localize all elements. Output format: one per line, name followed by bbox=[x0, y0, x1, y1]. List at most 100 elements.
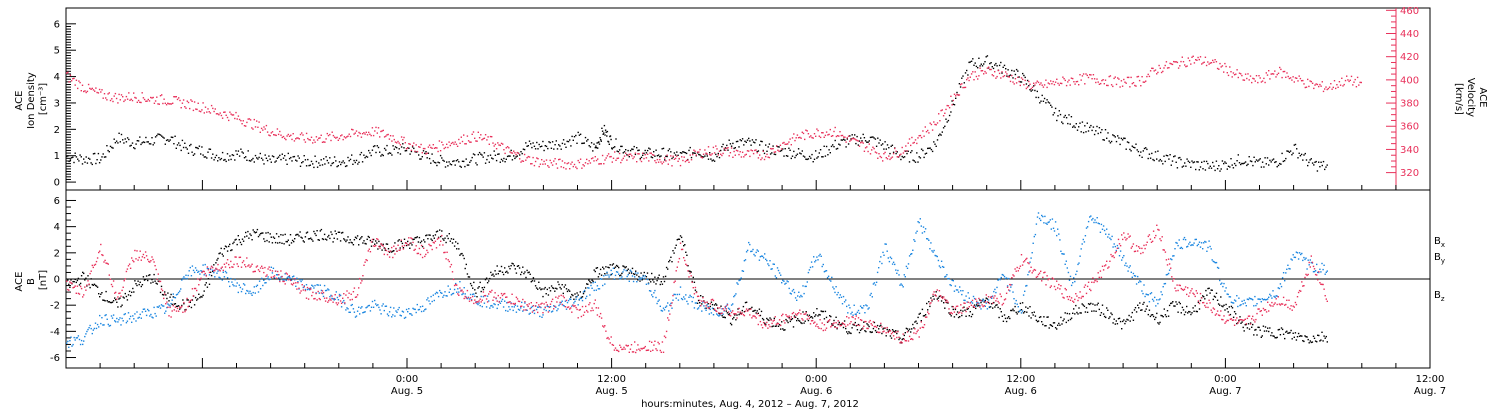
velocity-point bbox=[201, 109, 203, 111]
by-point bbox=[313, 287, 315, 289]
bx-point bbox=[307, 238, 310, 240]
density-point bbox=[215, 154, 218, 157]
by-point bbox=[369, 310, 372, 312]
bx-point bbox=[143, 279, 146, 281]
by-point bbox=[194, 267, 197, 269]
by-point bbox=[85, 333, 87, 335]
by-point bbox=[641, 277, 643, 279]
velocity-point bbox=[654, 160, 656, 162]
by-point bbox=[741, 270, 743, 272]
density-point bbox=[137, 140, 140, 142]
bx-point bbox=[234, 239, 236, 241]
bx-point bbox=[87, 275, 89, 277]
velocity-point bbox=[136, 101, 138, 103]
velocity-point bbox=[254, 126, 257, 128]
velocity-point bbox=[1360, 81, 1362, 84]
bx-point bbox=[131, 291, 133, 293]
bx-point bbox=[135, 283, 137, 285]
by-point bbox=[934, 254, 936, 257]
by-point bbox=[1223, 282, 1225, 285]
velocity-point bbox=[1152, 67, 1154, 70]
density-point bbox=[690, 156, 693, 159]
by-point bbox=[1085, 227, 1088, 229]
bx-point bbox=[1210, 289, 1212, 291]
by-point bbox=[154, 312, 156, 315]
by-point bbox=[972, 295, 975, 298]
by-point bbox=[136, 311, 138, 313]
bx-point bbox=[822, 310, 824, 313]
by-point bbox=[246, 289, 248, 292]
density-point bbox=[80, 156, 82, 158]
velocity-point bbox=[885, 157, 887, 159]
velocity-point bbox=[500, 142, 503, 145]
bx-point bbox=[840, 323, 843, 325]
field-tick-label: -6 bbox=[50, 353, 60, 364]
density-point bbox=[252, 157, 254, 160]
by-point bbox=[1171, 258, 1173, 261]
velocity-point bbox=[459, 142, 461, 144]
bx-point bbox=[215, 262, 217, 264]
density-point bbox=[1031, 89, 1034, 91]
bx-point bbox=[668, 261, 670, 263]
density-point bbox=[83, 158, 85, 160]
bx-point bbox=[490, 271, 492, 274]
velocity-point bbox=[835, 135, 838, 138]
bx-point bbox=[259, 232, 262, 235]
velocity-point bbox=[92, 89, 95, 91]
density-point bbox=[868, 140, 870, 142]
bx-point bbox=[722, 316, 724, 318]
density-point bbox=[207, 151, 209, 153]
bx-point bbox=[270, 236, 272, 238]
velocity-point bbox=[1285, 76, 1287, 78]
density-point bbox=[827, 154, 829, 156]
velocity-point bbox=[1274, 70, 1276, 72]
by-point bbox=[275, 274, 278, 276]
velocity-point bbox=[894, 147, 896, 150]
bz-point bbox=[352, 291, 355, 293]
by-point bbox=[1144, 295, 1146, 298]
density-point bbox=[861, 140, 863, 142]
bx-point bbox=[1014, 305, 1016, 308]
by-point bbox=[703, 305, 705, 307]
velocity-point bbox=[766, 153, 768, 155]
velocity-point bbox=[1064, 79, 1066, 82]
density-point bbox=[573, 136, 576, 138]
bx-point bbox=[732, 318, 734, 320]
velocity-tick-label: 440 bbox=[1400, 29, 1419, 40]
by-point bbox=[218, 276, 220, 278]
by-point bbox=[727, 307, 730, 309]
bx-point bbox=[518, 267, 521, 269]
density-point bbox=[797, 148, 800, 150]
velocity-point bbox=[1019, 84, 1021, 87]
by-point bbox=[593, 289, 595, 292]
by-point bbox=[1008, 277, 1010, 280]
density-point bbox=[693, 152, 695, 154]
density-point bbox=[1015, 68, 1018, 71]
velocity-point bbox=[595, 159, 598, 162]
by-point bbox=[450, 294, 453, 296]
velocity-point bbox=[331, 131, 333, 133]
bx-point bbox=[477, 287, 479, 289]
by-point bbox=[505, 309, 507, 312]
bx-point bbox=[798, 319, 800, 322]
by-point bbox=[679, 286, 682, 288]
bz-point bbox=[398, 249, 400, 251]
by-point bbox=[327, 288, 329, 290]
density-point bbox=[246, 159, 248, 161]
velocity-point bbox=[370, 134, 372, 137]
by-point bbox=[151, 316, 153, 318]
bx-point bbox=[1094, 304, 1096, 306]
velocity-point bbox=[1102, 79, 1104, 81]
bx-point bbox=[605, 266, 607, 268]
by-point bbox=[262, 284, 264, 287]
velocity-point bbox=[1259, 77, 1261, 79]
density-point bbox=[165, 139, 168, 142]
density-point bbox=[788, 147, 790, 149]
bx-point bbox=[926, 302, 928, 305]
by-point bbox=[996, 286, 998, 289]
by-point bbox=[424, 308, 426, 311]
bz-point bbox=[287, 279, 289, 281]
density-point bbox=[869, 136, 872, 139]
bz-point bbox=[151, 256, 153, 258]
by-point bbox=[549, 306, 552, 308]
